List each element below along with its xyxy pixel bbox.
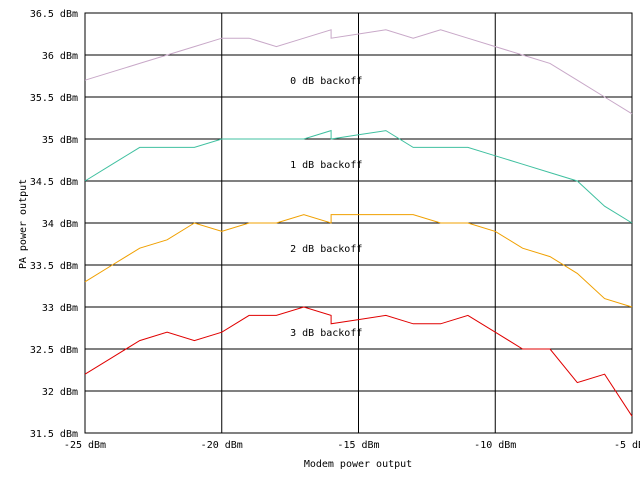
y-tick-label: 33 dBm [42, 303, 78, 314]
x-tick-label: -10 dBm [474, 440, 516, 451]
x-axis-ticks: -25 dBm -20 dBm -15 dBm -10 dBm -5 dBm [64, 440, 640, 451]
annotation-label: 0 dB backoff [290, 76, 362, 87]
y-tick-label: 32.5 dBm [30, 345, 78, 356]
y-tick-label: 36 dBm [42, 51, 78, 62]
annotation-label: 1 dB backoff [290, 160, 362, 171]
series-line-1 [84, 129, 633, 224]
series-line-2 [84, 214, 633, 308]
y-tick-label: 31.5 dBm [30, 429, 78, 440]
y-axis-ticks: 31.5 dBm 32 dBm 32.5 dBm 33 dBm 33.5 dBm 34 d… [30, 9, 78, 440]
annotations: 0 dB backoff 1 dB backoff 2 dB backoff 3 dB… [290, 76, 362, 339]
x-tick-label: -5 dBm [614, 440, 640, 451]
series-line-3 [84, 306, 633, 417]
y-tick-label: 36.5 dBm [30, 9, 78, 20]
y-axis-label: PA power output [18, 179, 29, 269]
y-tick-label: 34 dBm [42, 219, 78, 230]
annotation-label: 2 dB backoff [290, 244, 362, 255]
series-group [84, 29, 633, 417]
annotation-label: 3 dB backoff [290, 328, 362, 339]
y-tick-label: 35 dBm [42, 135, 78, 146]
series-line-0 [84, 29, 633, 115]
y-tick-label: 35.5 dBm [30, 93, 78, 104]
x-axis-label: Modem power output [304, 459, 412, 470]
y-tick-label: 34.5 dBm [30, 177, 78, 188]
y-tick-label: 33.5 dBm [30, 261, 78, 272]
x-tick-label: -15 dBm [337, 440, 379, 451]
y-tick-label: 32 dBm [42, 387, 78, 398]
x-tick-label: -20 dBm [201, 440, 243, 451]
x-tick-label: -25 dBm [64, 440, 106, 451]
